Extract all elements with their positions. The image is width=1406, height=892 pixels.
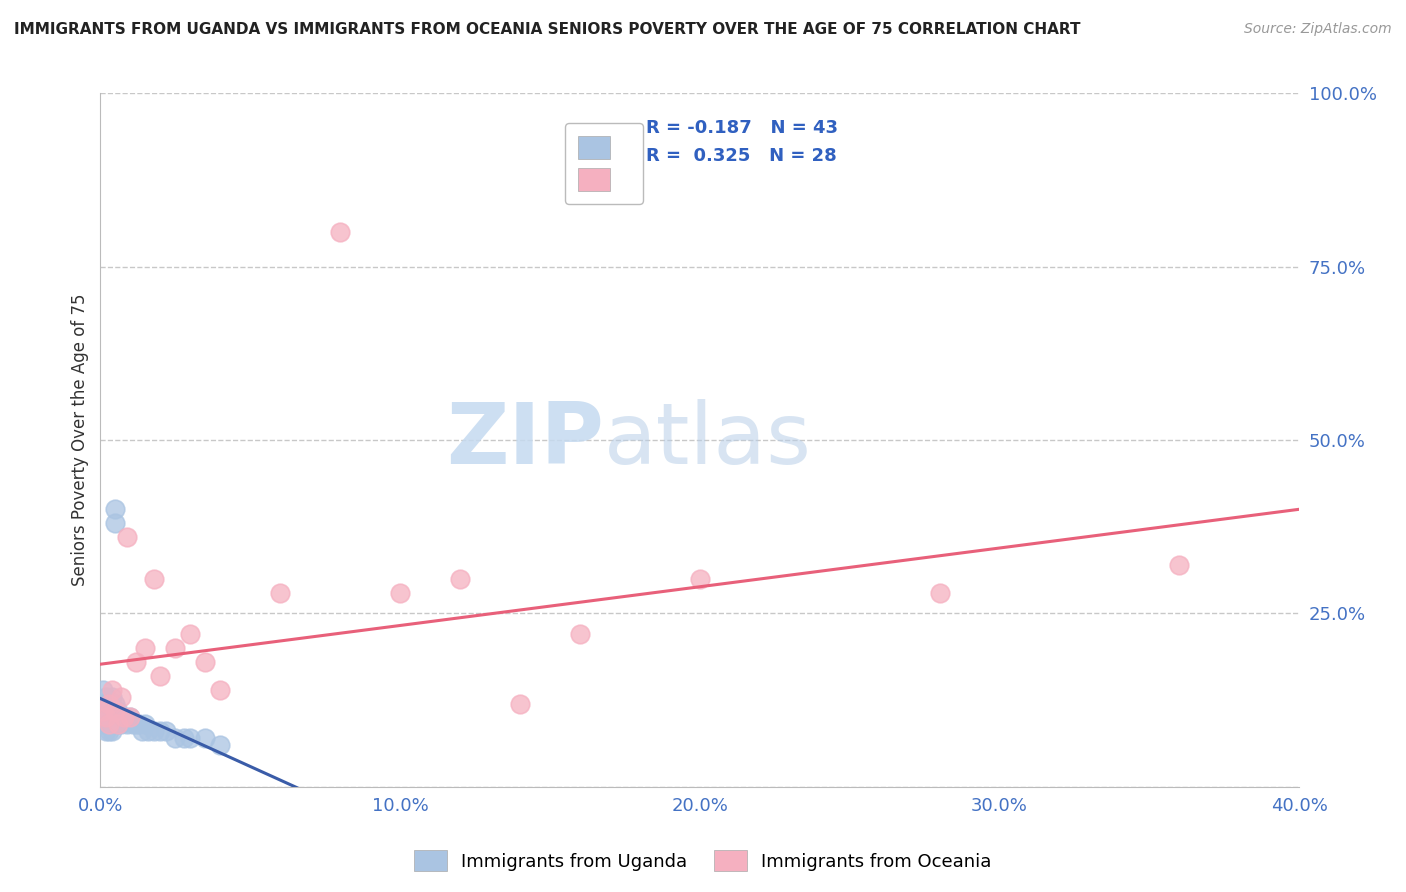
Point — [93, 717, 115, 731]
Point — [117, 530, 139, 544]
Point — [125, 717, 148, 731]
Point — [101, 724, 124, 739]
Point — [96, 710, 118, 724]
Point — [101, 710, 124, 724]
Point — [143, 724, 166, 739]
Point — [110, 690, 132, 704]
Text: R =  0.325   N = 28: R = 0.325 N = 28 — [645, 147, 837, 165]
Point — [112, 710, 135, 724]
Point — [449, 572, 471, 586]
Point — [120, 710, 142, 724]
Point — [96, 724, 118, 739]
Point — [120, 710, 142, 724]
Y-axis label: Seniors Poverty Over the Age of 75: Seniors Poverty Over the Age of 75 — [72, 293, 89, 586]
Point — [509, 697, 531, 711]
Point — [101, 682, 124, 697]
Point — [98, 724, 121, 739]
Point — [928, 585, 950, 599]
Text: IMMIGRANTS FROM UGANDA VS IMMIGRANTS FROM OCEANIA SENIORS POVERTY OVER THE AGE O: IMMIGRANTS FROM UGANDA VS IMMIGRANTS FRO… — [14, 22, 1081, 37]
Point — [112, 710, 135, 724]
Point — [104, 697, 127, 711]
Point — [179, 731, 201, 746]
Point — [96, 690, 118, 704]
Point — [136, 724, 159, 739]
Point — [93, 697, 115, 711]
Point — [165, 641, 187, 656]
Point — [269, 585, 291, 599]
Point — [96, 717, 118, 731]
Point — [107, 717, 129, 731]
Point — [93, 682, 115, 697]
Point — [1168, 558, 1191, 572]
Point — [101, 704, 124, 718]
Point — [179, 627, 201, 641]
Point — [389, 585, 412, 599]
Point — [149, 669, 172, 683]
Point — [131, 724, 153, 739]
Point — [117, 717, 139, 731]
Point — [209, 682, 232, 697]
Point — [110, 717, 132, 731]
Point — [209, 738, 232, 752]
Point — [104, 710, 127, 724]
Point — [98, 717, 121, 731]
Legend:  ,  : , — [565, 123, 643, 204]
Point — [104, 704, 127, 718]
Point — [93, 710, 115, 724]
Point — [98, 704, 121, 718]
Point — [107, 717, 129, 731]
Point — [104, 502, 127, 516]
Text: Source: ZipAtlas.com: Source: ZipAtlas.com — [1244, 22, 1392, 37]
Point — [107, 704, 129, 718]
Point — [173, 731, 195, 746]
Point — [143, 572, 166, 586]
Text: atlas: atlas — [603, 399, 811, 482]
Point — [122, 717, 145, 731]
Point — [134, 717, 156, 731]
Text: R = -0.187   N = 43: R = -0.187 N = 43 — [645, 119, 838, 137]
Point — [568, 627, 591, 641]
Point — [98, 697, 121, 711]
Point — [110, 710, 132, 724]
Point — [98, 717, 121, 731]
Point — [194, 731, 217, 746]
Point — [689, 572, 711, 586]
Point — [96, 710, 118, 724]
Point — [98, 710, 121, 724]
Point — [149, 724, 172, 739]
Text: ZIP: ZIP — [446, 399, 603, 482]
Point — [104, 516, 127, 531]
Point — [125, 655, 148, 669]
Point — [98, 697, 121, 711]
Point — [134, 641, 156, 656]
Point — [165, 731, 187, 746]
Point — [101, 690, 124, 704]
Point — [329, 225, 352, 239]
Point — [194, 655, 217, 669]
Point — [155, 724, 177, 739]
Point — [128, 717, 150, 731]
Legend: Immigrants from Uganda, Immigrants from Oceania: Immigrants from Uganda, Immigrants from … — [408, 843, 998, 879]
Point — [96, 704, 118, 718]
Point — [93, 704, 115, 718]
